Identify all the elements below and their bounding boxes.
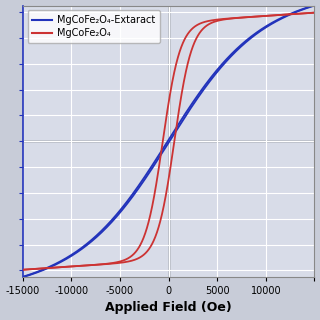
X-axis label: Applied Field (Oe): Applied Field (Oe) [105, 301, 232, 315]
Legend: MgCoFe₂O₄-Extaract, MgCoFe₂O₄: MgCoFe₂O₄-Extaract, MgCoFe₂O₄ [28, 11, 160, 43]
